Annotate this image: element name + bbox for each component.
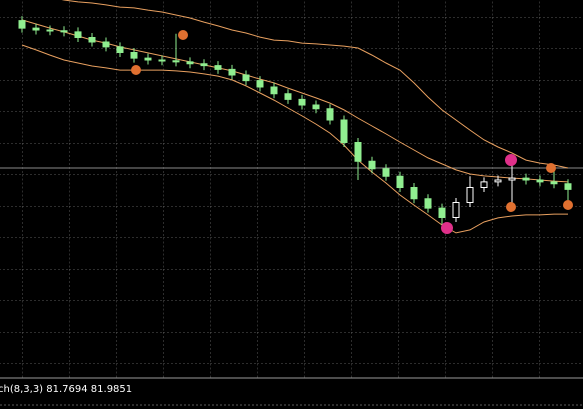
candle-body bbox=[46, 29, 54, 32]
candle-body bbox=[88, 37, 96, 43]
candle-body bbox=[396, 175, 404, 188]
candle-body bbox=[242, 74, 250, 82]
candle-body bbox=[466, 187, 474, 203]
candle-body bbox=[158, 59, 166, 62]
candle-body bbox=[550, 181, 558, 185]
candle-body bbox=[564, 183, 572, 190]
candle-body bbox=[256, 80, 264, 88]
candle-body bbox=[116, 46, 124, 53]
candle-body bbox=[172, 60, 180, 63]
candle-body bbox=[228, 68, 236, 76]
band-line bbox=[61, 0, 569, 169]
candle-body bbox=[74, 31, 82, 38]
candle-body bbox=[424, 198, 432, 209]
indicator-label: ch(8,3,3) 81.7694 81.9851 bbox=[0, 384, 132, 395]
candle-body bbox=[144, 57, 152, 61]
candle-body bbox=[102, 41, 110, 48]
candle-body bbox=[494, 179, 502, 183]
candle-body bbox=[368, 160, 376, 170]
plot-area bbox=[0, 0, 583, 234]
candle-body bbox=[186, 61, 194, 65]
candle-body bbox=[130, 52, 138, 59]
candle-body bbox=[536, 179, 544, 183]
candle-body bbox=[452, 202, 460, 218]
candle-body bbox=[522, 177, 530, 181]
candle-body bbox=[480, 181, 488, 188]
candle-body bbox=[18, 20, 26, 29]
candle-body bbox=[200, 63, 208, 67]
candle-body bbox=[32, 27, 40, 31]
candle-body bbox=[410, 187, 418, 200]
candle-body bbox=[312, 104, 320, 110]
signal-markers bbox=[131, 30, 573, 234]
candle-body bbox=[438, 207, 446, 218]
candle-body bbox=[354, 142, 362, 162]
candle-body bbox=[214, 65, 222, 70]
candle-body bbox=[340, 119, 348, 143]
candle-body bbox=[298, 98, 306, 106]
candle-body bbox=[270, 86, 278, 95]
candle-body bbox=[284, 93, 292, 100]
candle-body bbox=[326, 108, 334, 121]
candle-body bbox=[508, 177, 516, 181]
candle-body bbox=[60, 30, 68, 33]
candle-body bbox=[382, 168, 390, 177]
band-line bbox=[21, 19, 569, 183]
indicator-panel bbox=[0, 378, 583, 409]
band-line bbox=[21, 44, 568, 234]
